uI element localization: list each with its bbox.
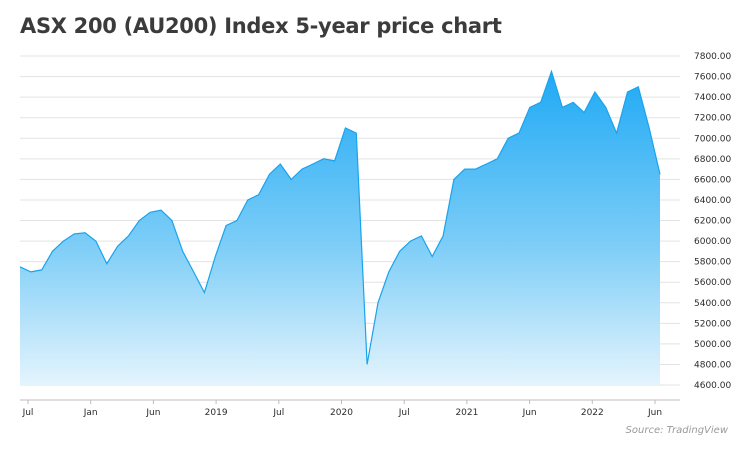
y-tick-label: 7600.00: [694, 73, 731, 83]
chart-title: ASX 200 (AU200) Index 5-year price chart: [20, 14, 502, 38]
y-axis-ticks: 7800.00 7600.00 7400.00 7200.00 7000.00 6800.…: [694, 52, 731, 391]
x-tick-label: Jun: [647, 408, 662, 418]
x-axis-ticks: Jul Jan Jun 2019 Jul 2020 Jul 2021 Jun 2022 Jun: [22, 400, 662, 418]
y-tick-label: 5400.00: [694, 299, 731, 309]
x-tick-label: Jul: [22, 408, 34, 418]
x-tick-label: 2019: [205, 408, 228, 418]
x-tick-label: 2020: [330, 408, 353, 418]
x-tick-label: Jul: [398, 408, 410, 418]
y-tick-label: 6600.00: [694, 175, 731, 185]
y-tick-label: 6800.00: [694, 155, 731, 165]
y-tick-label: 5200.00: [694, 319, 731, 329]
y-tick-label: 5600.00: [694, 278, 731, 288]
x-tick-label: 2021: [455, 408, 478, 418]
source-credit: Source: TradingView: [625, 425, 728, 436]
y-tick-label: 7800.00: [694, 52, 731, 62]
x-tick-label: Jun: [145, 408, 160, 418]
y-tick-label: 5000.00: [694, 340, 731, 350]
x-tick-label: Jan: [83, 408, 98, 418]
y-tick-label: 6000.00: [694, 237, 731, 247]
x-tick-label: Jul: [272, 408, 284, 418]
y-tick-label: 7000.00: [694, 134, 731, 144]
y-tick-label: 7400.00: [694, 93, 731, 103]
y-tick-label: 4600.00: [694, 381, 731, 391]
y-tick-label: 6400.00: [694, 196, 731, 206]
y-tick-label: 4800.00: [694, 360, 731, 370]
price-area: [20, 71, 660, 386]
x-tick-label: Jun: [522, 408, 537, 418]
x-tick-label: 2022: [581, 408, 604, 418]
price-line: [19, 69, 661, 365]
y-tick-label: 7200.00: [694, 114, 731, 124]
y-tick-label: 5800.00: [694, 258, 731, 268]
y-tick-label: 6200.00: [694, 217, 731, 227]
